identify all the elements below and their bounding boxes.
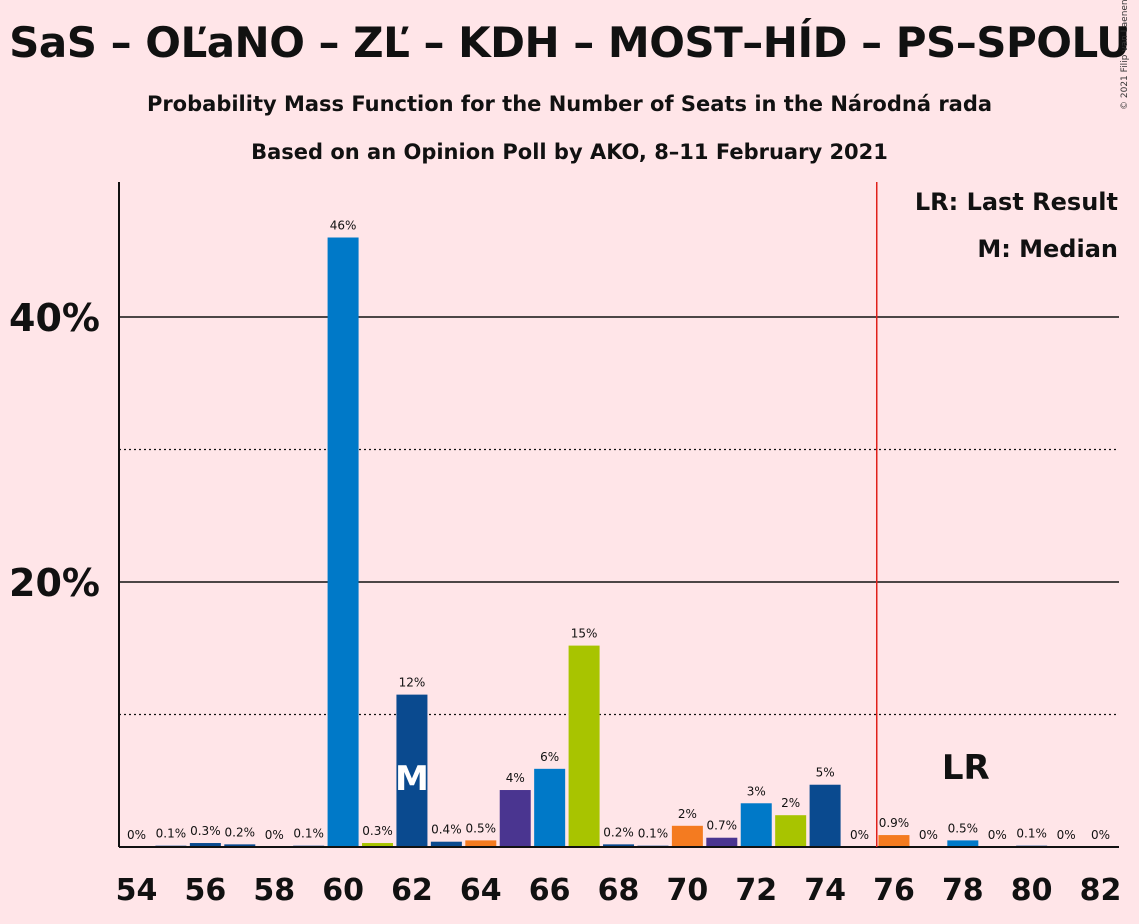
legend-last-result: LR: Last Result bbox=[915, 188, 1118, 216]
bar-value-label: 0.1% bbox=[293, 827, 324, 841]
bars bbox=[155, 237, 1048, 847]
bar-seat-71 bbox=[706, 837, 738, 847]
legend-median: M: Median bbox=[977, 235, 1118, 263]
x-tick-label: 68 bbox=[598, 873, 640, 908]
bar-seat-67 bbox=[568, 645, 600, 847]
bar-seat-57 bbox=[224, 844, 256, 847]
axes: 20% 40% 54 56 58 60 62 64 66 68 70 72 74 76 78 80 82 bbox=[9, 182, 1121, 908]
x-tick-label: 82 bbox=[1080, 873, 1122, 908]
bar-value-label: 6% bbox=[540, 750, 559, 764]
x-tick-label: 62 bbox=[391, 873, 433, 908]
bar-seat-65 bbox=[499, 790, 531, 847]
bar-value-label: 0% bbox=[988, 828, 1007, 842]
bar-value-label: 0.1% bbox=[156, 827, 187, 841]
bar-value-label: 0% bbox=[265, 828, 284, 842]
bar-value-label: 0% bbox=[1091, 828, 1110, 842]
bar-value-label: 0.5% bbox=[948, 821, 979, 835]
bar-value-label: 0.2% bbox=[603, 825, 634, 839]
bar-value-label: 2% bbox=[781, 796, 800, 810]
bar-value-label: 3% bbox=[747, 784, 766, 798]
bar-value-label: 0.3% bbox=[362, 824, 393, 838]
bar-value-label: 0.4% bbox=[431, 823, 462, 837]
x-tick-label: 54 bbox=[116, 873, 158, 908]
bar-seat-61 bbox=[362, 843, 394, 847]
bar-seat-78 bbox=[947, 840, 979, 847]
median-marker: M bbox=[395, 759, 429, 799]
x-tick-label: 78 bbox=[942, 873, 984, 908]
bar-seat-60 bbox=[327, 237, 359, 847]
markers: M LR bbox=[395, 182, 990, 847]
bar-value-label: 12% bbox=[399, 676, 426, 690]
bar-value-label: 0.2% bbox=[225, 825, 256, 839]
bar-seat-62 bbox=[396, 694, 428, 847]
bar-seat-74 bbox=[809, 784, 841, 847]
bar-value-label: 5% bbox=[816, 766, 835, 780]
bar-value-label: 0.5% bbox=[466, 821, 497, 835]
bar-value-label: 0% bbox=[919, 828, 938, 842]
bar-seat-63 bbox=[430, 841, 462, 847]
y-tick-label: 20% bbox=[9, 561, 100, 605]
x-tick-label: 58 bbox=[253, 873, 295, 908]
x-tick-label: 72 bbox=[735, 873, 777, 908]
x-tick-label: 80 bbox=[1011, 873, 1053, 908]
bar-labels: 0% 0.1% 0.3% 0.2% 0% 0.1%46%0.3%12%0.4% 0.5%4%… bbox=[127, 219, 1110, 843]
chart-source-subtitle: Based on an Opinion Poll by AKO, 8–11 Fe… bbox=[251, 140, 888, 164]
bar-value-label: 0.3% bbox=[190, 824, 221, 838]
bar-value-label: 0% bbox=[850, 828, 869, 842]
bar-seat-76 bbox=[878, 835, 910, 847]
x-tick-label: 74 bbox=[804, 873, 846, 908]
bar-seat-56 bbox=[189, 843, 221, 847]
bar-seat-73 bbox=[775, 815, 807, 847]
bar-seat-72 bbox=[740, 803, 772, 847]
bar-value-label: 4% bbox=[506, 771, 525, 785]
bar-value-label: 0% bbox=[1057, 828, 1076, 842]
legend: LR: Last Result M: Median bbox=[915, 188, 1118, 263]
bar-value-label: 0.1% bbox=[638, 827, 669, 841]
last-result-marker: LR bbox=[942, 748, 990, 788]
y-tick-label: 40% bbox=[9, 296, 100, 340]
x-tick-label: 70 bbox=[667, 873, 709, 908]
bar-seat-64 bbox=[465, 840, 497, 847]
chart-title: SaS – OĽaNO – ZĽ – KDH – MOST–HÍD – PS–S… bbox=[9, 18, 1130, 67]
bar-seat-70 bbox=[671, 825, 703, 847]
x-tick-label: 76 bbox=[873, 873, 915, 908]
x-tick-label: 56 bbox=[184, 873, 226, 908]
bar-value-label: 2% bbox=[678, 807, 697, 821]
bar-value-label: 0.9% bbox=[879, 816, 910, 830]
bar-value-label: 0.1% bbox=[1016, 827, 1047, 841]
bar-seat-68 bbox=[603, 844, 635, 847]
x-tick-label: 64 bbox=[460, 873, 502, 908]
gridlines bbox=[119, 316, 1119, 716]
bar-value-label: 0.7% bbox=[707, 819, 738, 833]
bar-value-label: 46% bbox=[330, 219, 357, 233]
x-tick-label: 66 bbox=[529, 873, 571, 908]
x-tick-label: 60 bbox=[322, 873, 364, 908]
chart-subtitle: Probability Mass Function for the Number… bbox=[146, 92, 993, 116]
bar-seat-66 bbox=[534, 768, 566, 847]
bar-value-label: 15% bbox=[571, 627, 598, 641]
bar-value-label: 0% bbox=[127, 828, 146, 842]
